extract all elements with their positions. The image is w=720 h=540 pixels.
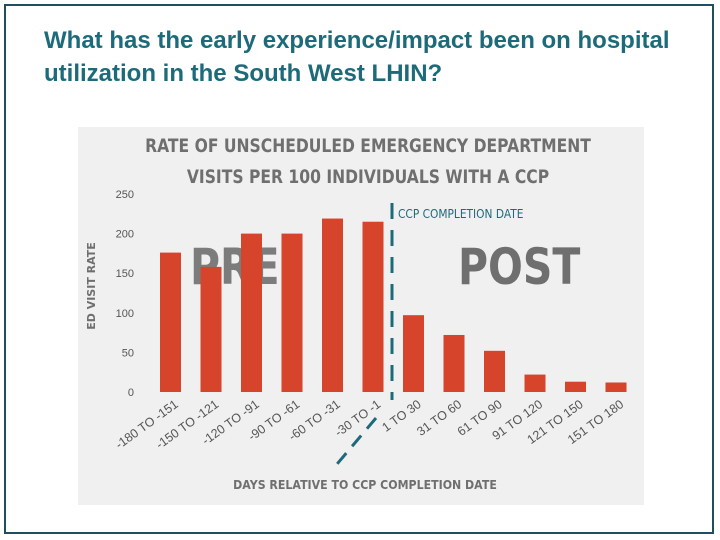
bar bbox=[200, 266, 222, 392]
bar bbox=[605, 382, 627, 392]
slide-frame bbox=[4, 4, 714, 534]
x-tick-label: 31 TO 60 bbox=[414, 397, 464, 439]
chart-title: RATE OF UNSCHEDULED EMERGENCY DEPARTMENT bbox=[145, 136, 591, 158]
post-label: POST bbox=[458, 238, 580, 296]
ccp-completion-label: CCP COMPLETION DATE bbox=[398, 206, 523, 221]
bar bbox=[524, 374, 546, 392]
slide-title: What has the early experience/impact bee… bbox=[44, 27, 670, 87]
y-tick-label: 100 bbox=[116, 308, 134, 320]
bar bbox=[484, 350, 505, 392]
y-tick-label: 250 bbox=[116, 189, 134, 201]
y-tick-label: 150 bbox=[116, 268, 134, 280]
bar bbox=[160, 252, 181, 392]
bar bbox=[565, 381, 586, 392]
bar bbox=[281, 233, 303, 392]
bar bbox=[443, 334, 465, 392]
y-axis-label: ED VISIT RATE bbox=[85, 242, 98, 330]
x-axis-label: DAYS RELATIVE TO CCP COMPLETION DATE bbox=[233, 477, 497, 492]
y-tick-label: 50 bbox=[122, 347, 134, 359]
chart-subtitle: VISITS PER 100 INDIVIDUALS WITH A CCP bbox=[187, 167, 550, 189]
bar bbox=[241, 233, 262, 392]
y-tick-label: 0 bbox=[128, 387, 134, 399]
bar bbox=[362, 221, 384, 392]
bar bbox=[322, 218, 343, 392]
x-axis-pointer bbox=[330, 417, 378, 471]
bar bbox=[403, 315, 424, 392]
y-tick-label: 200 bbox=[116, 229, 134, 241]
